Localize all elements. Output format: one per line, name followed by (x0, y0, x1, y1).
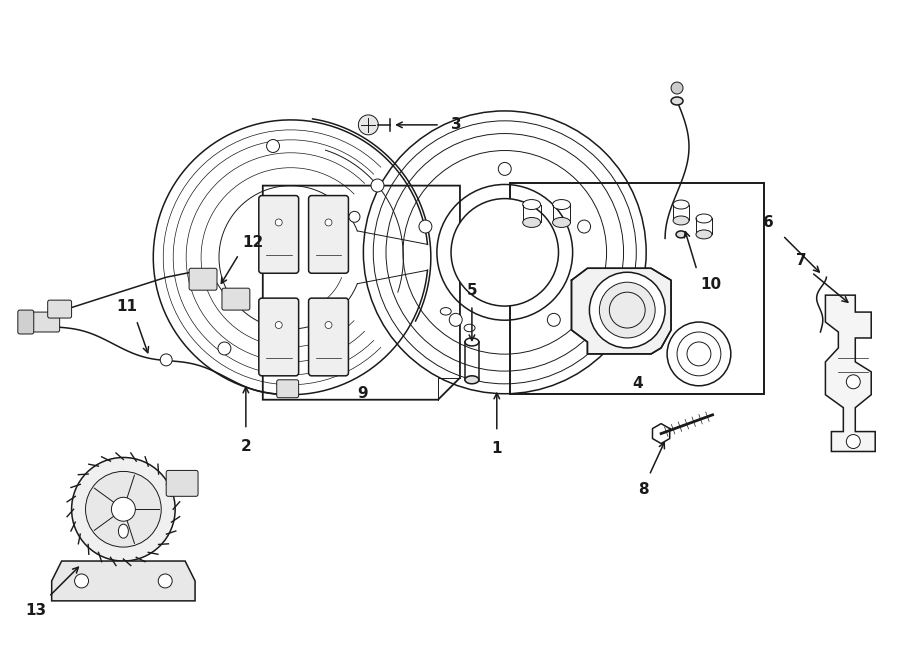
Circle shape (667, 322, 731, 386)
Circle shape (358, 115, 378, 135)
Circle shape (75, 574, 88, 588)
Ellipse shape (673, 200, 689, 209)
Ellipse shape (523, 218, 541, 228)
FancyBboxPatch shape (309, 298, 348, 376)
Polygon shape (825, 295, 875, 451)
Circle shape (325, 219, 332, 226)
Text: 2: 2 (240, 439, 251, 454)
Text: 8: 8 (638, 482, 649, 497)
Circle shape (112, 497, 135, 521)
Circle shape (371, 179, 384, 192)
Text: 7: 7 (796, 253, 806, 268)
Circle shape (671, 82, 683, 94)
FancyBboxPatch shape (259, 298, 299, 376)
Circle shape (86, 471, 161, 547)
Ellipse shape (676, 231, 686, 238)
FancyBboxPatch shape (509, 183, 764, 394)
Text: 13: 13 (25, 603, 46, 618)
Ellipse shape (553, 199, 571, 209)
FancyBboxPatch shape (166, 471, 198, 496)
Text: 9: 9 (357, 386, 368, 401)
Text: 10: 10 (700, 277, 722, 292)
Ellipse shape (119, 524, 129, 538)
Text: 5: 5 (466, 283, 477, 298)
Circle shape (325, 322, 332, 328)
Circle shape (349, 211, 360, 222)
Circle shape (451, 199, 559, 306)
Text: 6: 6 (763, 215, 774, 230)
Circle shape (578, 220, 590, 233)
FancyBboxPatch shape (48, 300, 72, 318)
FancyBboxPatch shape (18, 310, 34, 334)
FancyBboxPatch shape (28, 312, 59, 332)
FancyBboxPatch shape (276, 380, 299, 398)
FancyBboxPatch shape (189, 268, 217, 290)
Ellipse shape (696, 214, 712, 223)
Polygon shape (51, 561, 195, 601)
FancyBboxPatch shape (309, 195, 348, 273)
Circle shape (160, 354, 172, 366)
Ellipse shape (465, 338, 479, 346)
FancyBboxPatch shape (259, 195, 299, 273)
Text: 4: 4 (632, 376, 643, 391)
Circle shape (275, 219, 283, 226)
Ellipse shape (696, 230, 712, 239)
Circle shape (218, 342, 231, 355)
Circle shape (72, 457, 176, 561)
Circle shape (846, 434, 860, 448)
Ellipse shape (465, 376, 479, 384)
Ellipse shape (464, 324, 475, 332)
Text: 1: 1 (491, 441, 502, 456)
Circle shape (158, 574, 172, 588)
Circle shape (266, 140, 280, 152)
Text: 12: 12 (242, 235, 264, 250)
FancyBboxPatch shape (222, 288, 250, 310)
Ellipse shape (553, 218, 571, 228)
Polygon shape (572, 268, 671, 354)
Ellipse shape (523, 199, 541, 209)
Ellipse shape (671, 97, 683, 105)
Ellipse shape (673, 216, 689, 225)
Text: 3: 3 (451, 117, 462, 132)
Circle shape (846, 375, 860, 389)
Circle shape (547, 313, 561, 326)
Circle shape (275, 322, 283, 328)
Ellipse shape (440, 308, 451, 315)
Circle shape (419, 220, 432, 233)
Text: 11: 11 (116, 299, 137, 314)
Polygon shape (263, 185, 460, 400)
Circle shape (599, 282, 655, 338)
Circle shape (499, 162, 511, 175)
Circle shape (449, 313, 463, 326)
Circle shape (590, 272, 665, 348)
